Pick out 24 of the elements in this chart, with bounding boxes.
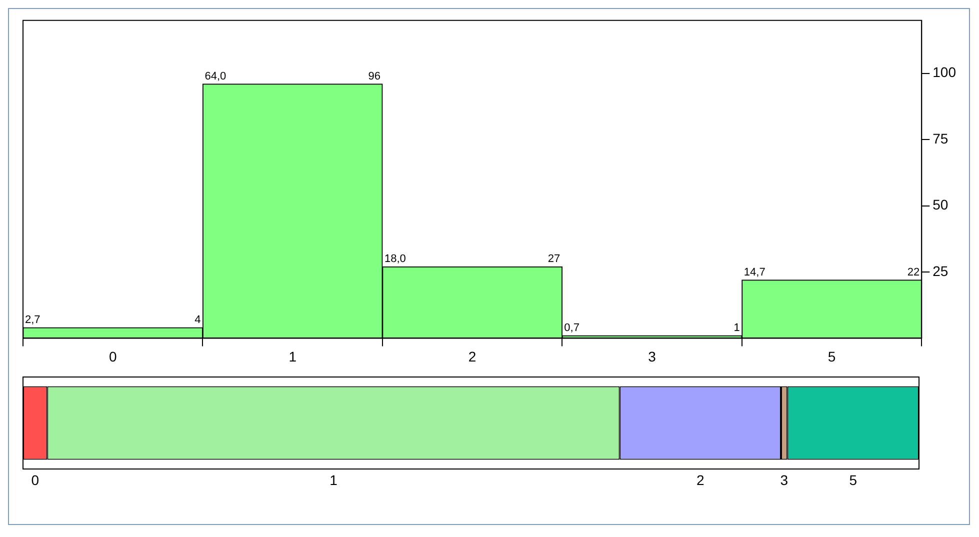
series-label: 1 [330, 472, 338, 488]
data-label: 96 [368, 70, 380, 82]
x-tick-label: 3 [648, 348, 656, 364]
annotation: 14,7 [744, 266, 766, 278]
series-label: 3 [780, 472, 788, 488]
series-label: 2 [696, 472, 704, 488]
series-label: 0 [31, 472, 40, 488]
y-tick-label: 25 [932, 262, 948, 279]
x-tick-label: 0 [108, 348, 117, 364]
x-tick-label: 5 [828, 348, 836, 364]
series-label: 5 [849, 472, 858, 488]
data-label: 27 [548, 253, 560, 266]
annotation: 0,7 [564, 322, 580, 334]
x-tick-label: 1 [288, 348, 297, 364]
x-tick-label: 2 [468, 348, 476, 364]
annotation: 64,0 [204, 70, 226, 82]
y-tick-label: 75 [932, 130, 948, 146]
data-label: 22 [907, 266, 920, 278]
annotation: 2,7 [25, 314, 40, 326]
annotation: 18,0 [384, 253, 406, 266]
data-label: 4 [194, 314, 201, 326]
y-tick-label: 50 [932, 196, 948, 213]
y-tick-label: 100 [932, 64, 956, 80]
data-label: 1 [734, 322, 740, 334]
